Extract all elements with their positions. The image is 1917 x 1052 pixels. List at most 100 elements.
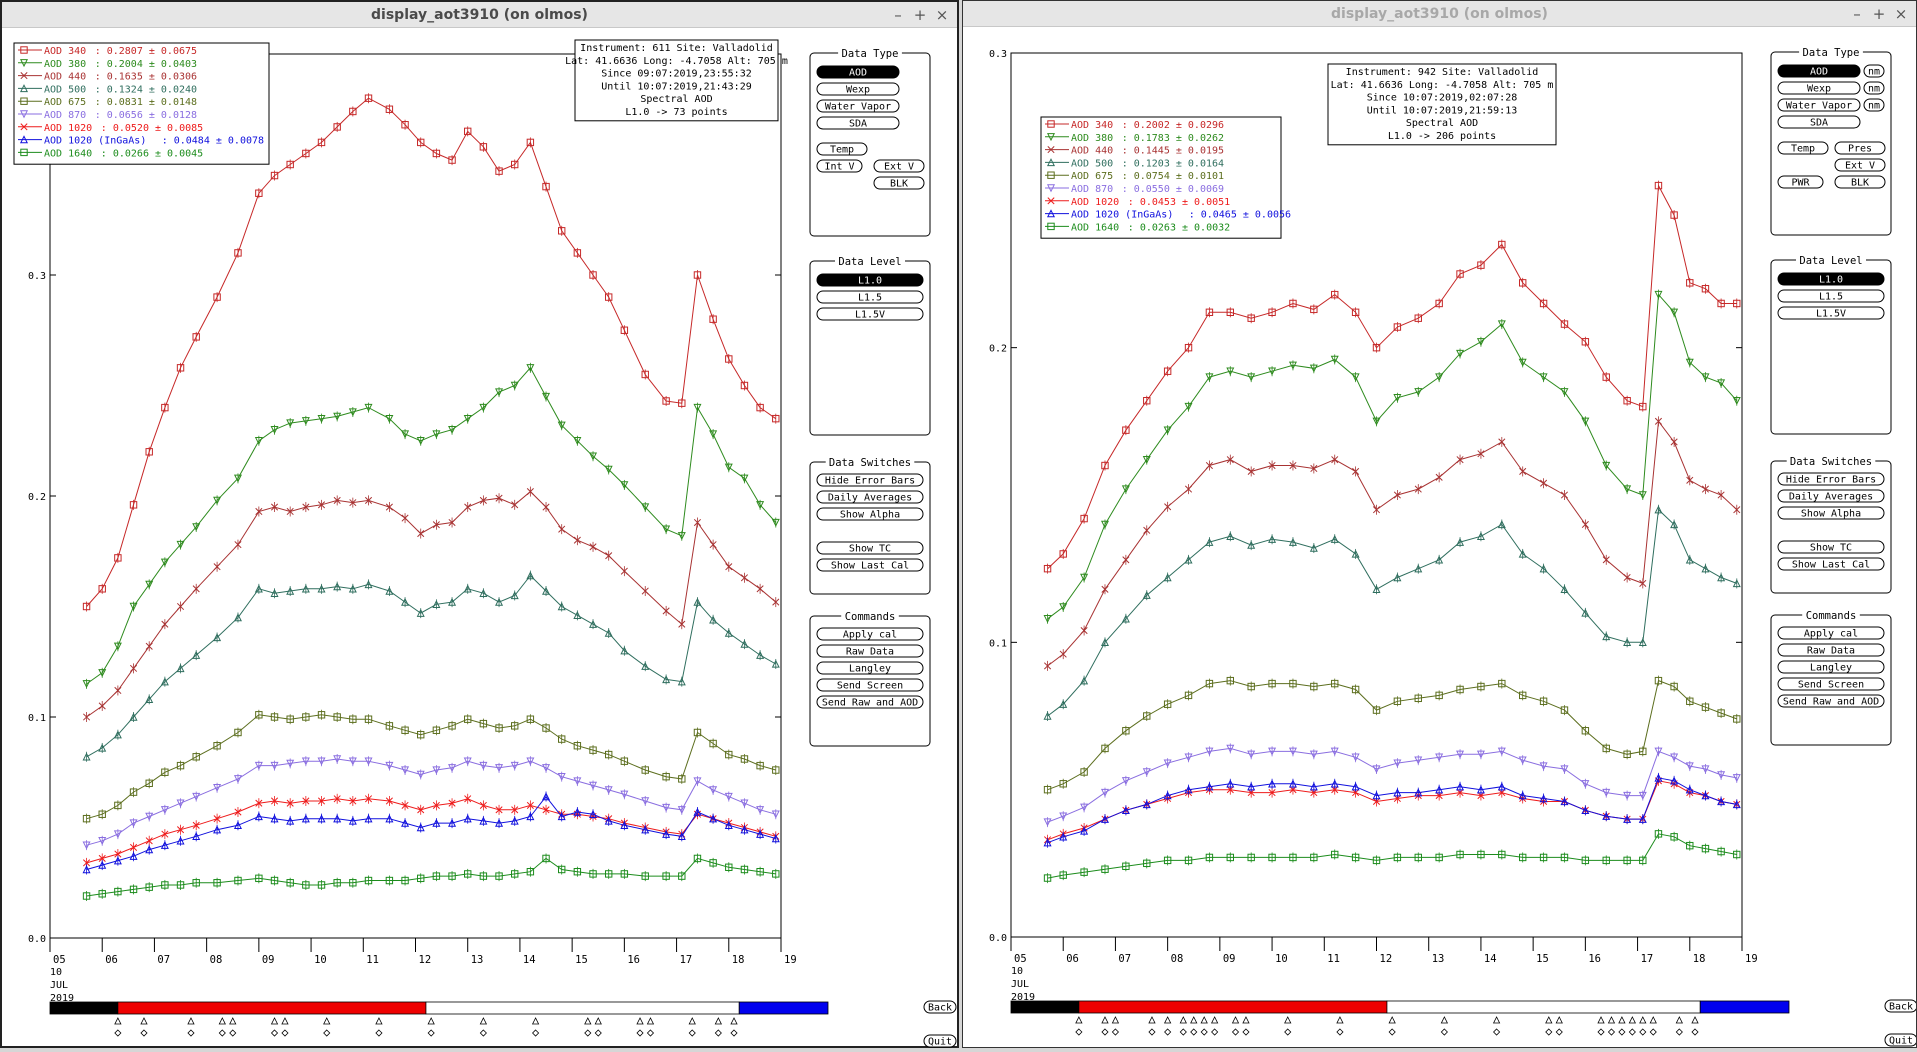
show-last-cal-button[interactable]: Show Last Cal	[1777, 557, 1885, 571]
data-point	[772, 870, 780, 878]
nm-button[interactable]: nm	[1863, 98, 1885, 112]
data-point	[192, 879, 200, 887]
pres-button[interactable]: Pres	[1834, 141, 1886, 155]
ext-v-button[interactable]: Ext V	[1834, 158, 1886, 172]
data-type-sda-button[interactable]: SDA	[1777, 115, 1861, 129]
level-l1-0-button[interactable]: L1.0	[816, 273, 924, 287]
data-point	[1268, 789, 1276, 797]
legend-marker	[19, 84, 29, 93]
data-point	[192, 333, 200, 341]
date-label: 10	[1011, 966, 1023, 977]
data-point	[1560, 765, 1569, 774]
langley-button[interactable]: Langley	[1777, 660, 1885, 674]
data-point	[192, 821, 200, 829]
data-point	[756, 403, 764, 412]
y-axis: 0.0 0.1 0.2 0.3	[989, 49, 1742, 944]
data-point	[1670, 211, 1678, 219]
info-line: Since 09:07:2019,23:55:32	[601, 69, 752, 80]
data-point	[542, 806, 550, 814]
nm-button[interactable]: nm	[1863, 64, 1885, 78]
int-v-button[interactable]: Int V	[816, 159, 863, 173]
ext-v-button[interactable]: Ext V	[873, 159, 925, 173]
blk-button[interactable]: BLK	[1834, 175, 1886, 189]
data-point	[1539, 299, 1548, 308]
data-point	[725, 355, 733, 363]
apply-cal-button[interactable]: Apply cal	[1777, 626, 1885, 640]
back-button[interactable]: Back	[923, 1000, 957, 1014]
data-point	[557, 812, 566, 821]
show-last-cal-button[interactable]: Show Last Cal	[816, 558, 924, 572]
level-l1-5v-button[interactable]: L1.5V	[816, 307, 924, 321]
data-point	[1289, 299, 1297, 308]
x-tick-label: 10	[314, 954, 327, 966]
level-l1-5-button[interactable]: L1.5	[816, 290, 924, 304]
temp-button[interactable]: Temp	[816, 142, 868, 156]
close-icon[interactable]: ×	[935, 6, 949, 24]
data-type-wexp-button[interactable]: Wexp	[816, 82, 900, 96]
data-point	[526, 868, 535, 876]
data-point	[709, 315, 717, 323]
event-diamond	[1336, 1028, 1344, 1036]
langley-button[interactable]: Langley	[816, 661, 924, 675]
level-l1-0-button[interactable]: L1.0	[1777, 272, 1885, 286]
data-type-water-vapor-button[interactable]: Water Vapor	[1777, 98, 1861, 112]
legend-entry: AOD 870: 0.0656 ± 0.0128	[18, 110, 197, 121]
data-point	[416, 437, 425, 446]
maximize-icon[interactable]: +	[913, 6, 927, 24]
apply-cal-button[interactable]: Apply cal	[816, 627, 924, 641]
data-type-sda-button[interactable]: SDA	[816, 116, 900, 130]
event-marker	[1492, 1016, 1501, 1024]
legend-name: AOD 500	[44, 84, 86, 95]
data-point	[1184, 856, 1193, 865]
panel-title: Commands	[1806, 610, 1857, 622]
close-icon[interactable]: ×	[1894, 5, 1908, 23]
data-point	[1701, 791, 1710, 800]
back-button[interactable]: Back	[1884, 999, 1917, 1013]
hide-error-bars-button[interactable]: Hide Error Bars	[816, 473, 924, 487]
level-l1-5v-button[interactable]: L1.5V	[1777, 306, 1885, 320]
raw-data-button[interactable]: Raw Data	[1777, 643, 1885, 657]
show-tc-button[interactable]: Show TC	[816, 541, 924, 555]
data-point	[1518, 791, 1527, 800]
button-label: Send Screen	[837, 681, 903, 692]
maximize-icon[interactable]: +	[1872, 5, 1886, 23]
hide-error-bars-button[interactable]: Hide Error Bars	[1777, 472, 1885, 486]
quit-button[interactable]: Quit	[1884, 1033, 1917, 1047]
send-screen-button[interactable]: Send Screen	[816, 678, 924, 692]
x-tick-label: 12	[1380, 953, 1393, 965]
temp-button[interactable]: Temp	[1777, 141, 1829, 155]
quit-button[interactable]: Quit	[923, 1034, 957, 1048]
time-bar-segment	[117, 1001, 427, 1015]
data-point	[693, 728, 702, 737]
nm-button[interactable]: nm	[1863, 81, 1885, 95]
data-type-aod-button[interactable]: AOD	[1777, 64, 1861, 78]
pwr-button[interactable]: PWR	[1777, 175, 1824, 189]
blk-button[interactable]: BLK	[873, 176, 925, 190]
send-screen-button[interactable]: Send Screen	[1777, 677, 1885, 691]
data-point	[1670, 682, 1678, 691]
data-point	[1163, 856, 1172, 865]
data-point	[270, 503, 279, 511]
show-alpha-button[interactable]: Show Alpha	[816, 507, 924, 521]
daily-averages-button[interactable]: Daily Averages	[1777, 489, 1885, 503]
data-type-water-vapor-button[interactable]: Water Vapor	[816, 99, 900, 113]
data-type-aod-button[interactable]: AOD	[816, 65, 900, 79]
level-l1-5-button[interactable]: L1.5	[1777, 289, 1885, 303]
series-line	[1047, 747, 1737, 823]
data-point	[1560, 706, 1569, 714]
raw-data-button[interactable]: Raw Data	[816, 644, 924, 658]
data-point	[1539, 564, 1548, 573]
minimize-icon[interactable]: –	[894, 6, 902, 24]
send-raw-and-aod-button[interactable]: Send Raw and AOD	[1777, 694, 1885, 708]
data-point	[1351, 685, 1360, 694]
show-tc-button[interactable]: Show TC	[1777, 540, 1885, 554]
minimize-icon[interactable]: –	[1853, 5, 1861, 23]
data-point	[589, 746, 597, 754]
show-alpha-button[interactable]: Show Alpha	[1777, 506, 1885, 520]
data-point	[1247, 467, 1255, 475]
send-raw-and-aod-button[interactable]: Send Raw and AOD	[816, 695, 924, 709]
event-marker	[1075, 1016, 1083, 1024]
data-type-wexp-button[interactable]: Wexp	[1777, 81, 1861, 95]
data-point	[1539, 853, 1548, 862]
daily-averages-button[interactable]: Daily Averages	[816, 490, 924, 504]
